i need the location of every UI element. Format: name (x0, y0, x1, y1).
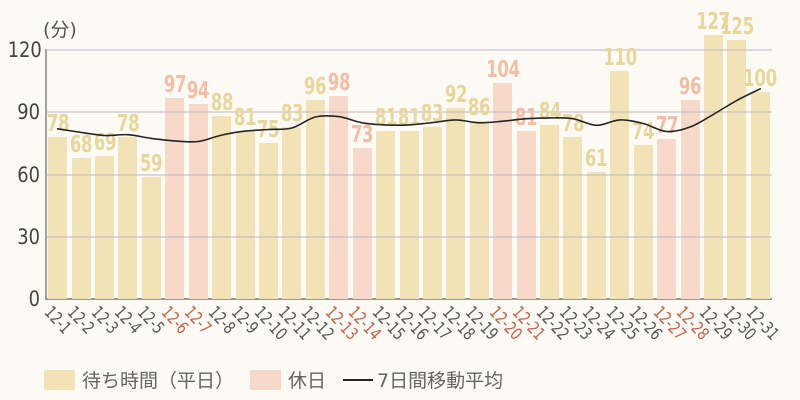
bar-value-12-11: 83 (280, 100, 304, 127)
bar-12-17 (422, 126, 442, 299)
bar-value-12-5: 59 (140, 150, 163, 177)
bar-12-5 (141, 176, 161, 299)
bar-value-12-18: 92 (444, 82, 468, 109)
bar-value-12-29: 127 (696, 9, 731, 36)
moving-average-line (56, 88, 762, 143)
bar-value-12-31: 100 (743, 65, 778, 92)
bar-12-28 (680, 99, 700, 299)
bar-value-12-12: 96 (304, 73, 327, 100)
y-axis-unit-label: (分) (43, 19, 77, 41)
bar-12-25 (610, 70, 630, 299)
bar-12-24 (586, 172, 606, 299)
bar-12-16 (399, 130, 419, 299)
gridline-90 (46, 111, 772, 114)
legend-weekday-label: 待ち時間（平日） (82, 370, 235, 392)
y-tick-90: 90 (17, 100, 40, 125)
bar-12-29 (703, 35, 723, 299)
bar-12-3 (95, 155, 115, 299)
bar-12-21 (516, 130, 536, 299)
bar-12-31 (750, 91, 770, 299)
bar-12-11 (282, 126, 302, 299)
bar-value-12-10: 75 (257, 117, 280, 144)
y-tick-30: 30 (17, 224, 40, 249)
bar-12-2 (71, 157, 91, 299)
legend-item-holiday: 休日 (250, 366, 326, 393)
bar-value-12-14: 73 (350, 121, 374, 148)
gridline-120 (46, 49, 772, 51)
moving-average-layer (56, 88, 762, 143)
legend-item-moving-average: 7日間移動平均 (343, 366, 503, 393)
bar-12-20 (493, 83, 513, 299)
bar-12-15 (376, 130, 396, 299)
bar-value-12-13: 98 (327, 69, 351, 96)
bar-value-12-6: 97 (163, 71, 187, 98)
bar-value-12-24: 61 (585, 146, 608, 173)
bar-value-12-25: 110 (603, 44, 637, 71)
bar-12-10 (258, 143, 278, 299)
bar-12-9 (235, 130, 255, 299)
y-tick-0: 0 (28, 287, 40, 311)
bar-12-7 (188, 103, 208, 299)
bar-12-30 (727, 39, 747, 299)
bar-value-12-3: 69 (93, 129, 116, 156)
bar-12-22 (540, 124, 560, 299)
bar-value-12-28: 96 (678, 73, 702, 100)
legend-weekday-swatch (44, 369, 75, 390)
plot-area: 78 68 69 78 59 97 94 88 81 75 83 96 98 73 81 81 83 92 86 10… (46, 11, 777, 299)
legend-line-swatch (343, 378, 374, 381)
legend-item-weekday: 待ち時間（平日） (44, 366, 234, 393)
bar-12-12 (305, 99, 325, 299)
bar-12-6 (165, 97, 185, 299)
bar-12-19 (469, 120, 489, 299)
bar-12-18 (446, 108, 466, 299)
bar-value-12-15: 81 (374, 104, 397, 131)
bar-12-23 (563, 137, 583, 299)
bar-12-8 (212, 116, 232, 299)
y-axis-line (45, 49, 47, 299)
bar-value-12-30: 125 (720, 13, 754, 40)
legend-moving-average-label: 7日間移動平均 (377, 370, 504, 392)
bar-value-12-4: 78 (116, 111, 140, 138)
bar-12-13 (329, 95, 349, 299)
legend-holiday-swatch (250, 369, 282, 390)
gridline-30 (46, 235, 772, 238)
bar-value-12-20: 104 (485, 57, 520, 84)
bar-value-12-26: 74 (632, 119, 655, 146)
bar-12-26 (633, 145, 653, 299)
bar-value-12-2: 68 (69, 131, 93, 158)
bar-12-27 (657, 139, 677, 299)
y-tick-120: 120 (7, 38, 42, 62)
bar-value-12-7: 94 (187, 77, 210, 104)
bar-value-12-19: 86 (468, 94, 491, 121)
y-tick-60: 60 (17, 162, 40, 187)
gridline-60 (46, 173, 772, 176)
bar-12-1 (48, 137, 68, 299)
bar-value-12-17: 83 (421, 100, 444, 127)
bar-12-14 (352, 147, 372, 299)
legend: 待ち時間（平日） 休日 7日間移動平均 (44, 366, 503, 393)
bar-12-4 (118, 137, 138, 299)
bar-value-12-9: 81 (233, 104, 257, 131)
legend-holiday-label: 休日 (288, 370, 327, 392)
bar-value-12-8: 88 (210, 90, 233, 117)
